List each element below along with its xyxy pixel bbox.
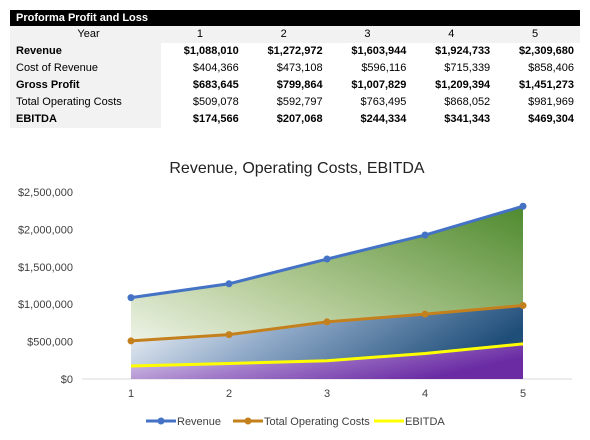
row-value: $509,078 — [192, 96, 239, 108]
table-header-row: Year 1 2 3 4 5 — [10, 26, 580, 43]
y-tick-label: $1,500,000 — [18, 262, 73, 274]
row-value: $207,068 — [276, 113, 323, 125]
operating-costs-point — [421, 310, 429, 318]
row-value: $981,969 — [528, 96, 574, 108]
axis-layer: $0 $500,000 $1,000,000 $1,500,000 $2,000,000… — [18, 187, 572, 400]
legend-label: EBITDA — [405, 416, 445, 428]
row-value: $1,209,394 — [435, 79, 491, 91]
row-value: $341,343 — [444, 113, 491, 125]
operating-costs-point — [225, 331, 233, 339]
row-value: $799,864 — [276, 79, 323, 91]
x-tick-label: 4 — [422, 388, 428, 400]
chart-legend: Revenue Total Operating Costs EBITDA — [146, 416, 445, 428]
year-header-label: Year — [10, 26, 161, 43]
y-tick-label: $2,000,000 — [18, 224, 73, 236]
table-row: Revenue $1,088,010 $1,272,972 $1,603,944 $1,… — [10, 43, 580, 60]
row-value: $2,309,680 — [518, 45, 574, 57]
table-row: EBITDA $174,566 $207,068 $244,334 $341,343 $4… — [10, 111, 580, 128]
table-row: Gross Profit $683,645 $799,864 $1,007,829 $1… — [10, 77, 580, 94]
row-value: $473,108 — [276, 62, 323, 74]
row-value: $404,366 — [192, 62, 239, 74]
x-tick-label: 1 — [128, 388, 134, 400]
table-title-row: Proforma Profit and Loss — [10, 10, 580, 26]
revenue-point — [127, 294, 135, 302]
row-label: Total Operating Costs — [10, 94, 161, 111]
legend-label: Total Operating Costs — [264, 416, 370, 428]
row-value: $244,334 — [360, 113, 407, 125]
row-value: $858,406 — [528, 62, 574, 74]
area-layer — [131, 206, 523, 379]
row-value: $174,566 — [192, 113, 239, 125]
table-title: Proforma Profit and Loss — [10, 10, 580, 26]
table-row: Total Operating Costs $509,078 $592,797 $76… — [10, 94, 580, 111]
x-tick-label: 5 — [520, 388, 526, 400]
row-value: $1,451,273 — [518, 79, 574, 91]
year-header: 4 — [412, 26, 497, 43]
row-label: EBITDA — [10, 111, 161, 128]
profit-loss-table: Proforma Profit and Loss Year 1 2 3 4 5 … — [10, 10, 580, 128]
row-value: $592,797 — [276, 96, 323, 108]
line-layer — [127, 202, 527, 368]
revenue-point — [323, 255, 331, 263]
year-header: 2 — [244, 26, 329, 43]
legend-marker — [157, 417, 165, 425]
table-row: Cost of Revenue $404,366 $473,108 $596,116 $… — [10, 60, 580, 77]
chart-title: Revenue, Operating Costs, EBITDA — [169, 160, 425, 177]
operating-costs-point — [323, 318, 331, 326]
x-tick-label: 2 — [226, 388, 232, 400]
revenue-costs-ebitda-chart: Revenue, Operating Costs, EBITDA $0 $500,… — [18, 160, 572, 428]
row-value: $469,304 — [528, 113, 574, 125]
legend-marker — [244, 417, 252, 425]
revenue-point — [519, 202, 527, 210]
revenue-point — [225, 280, 233, 288]
row-label: Gross Profit — [10, 77, 161, 94]
row-label: Revenue — [10, 43, 161, 60]
year-header: 3 — [328, 26, 413, 43]
row-value: $1,272,972 — [267, 45, 323, 57]
row-value: $683,645 — [192, 79, 239, 91]
row-value: $715,339 — [444, 62, 491, 74]
legend-label: Revenue — [177, 416, 221, 428]
year-header: 5 — [496, 26, 580, 43]
y-tick-label: $2,500,000 — [18, 187, 73, 199]
ebitda-line — [130, 342, 524, 368]
row-value: $1,924,733 — [435, 45, 491, 57]
row-value: $1,088,010 — [183, 45, 239, 57]
row-value: $763,495 — [360, 96, 407, 108]
row-value: $596,116 — [361, 62, 407, 74]
row-value: $868,052 — [444, 96, 491, 108]
y-tick-label: $0 — [61, 374, 73, 386]
y-tick-label: $1,000,000 — [18, 299, 73, 311]
row-label: Cost of Revenue — [10, 60, 161, 77]
row-value: $1,603,944 — [351, 45, 407, 57]
year-header: 1 — [161, 26, 245, 43]
x-tick-label: 3 — [324, 388, 330, 400]
y-tick-label: $500,000 — [27, 337, 73, 349]
row-value: $1,007,829 — [351, 79, 407, 91]
operating-costs-point — [127, 337, 135, 345]
revenue-point — [421, 231, 429, 239]
operating-costs-point — [519, 302, 527, 310]
